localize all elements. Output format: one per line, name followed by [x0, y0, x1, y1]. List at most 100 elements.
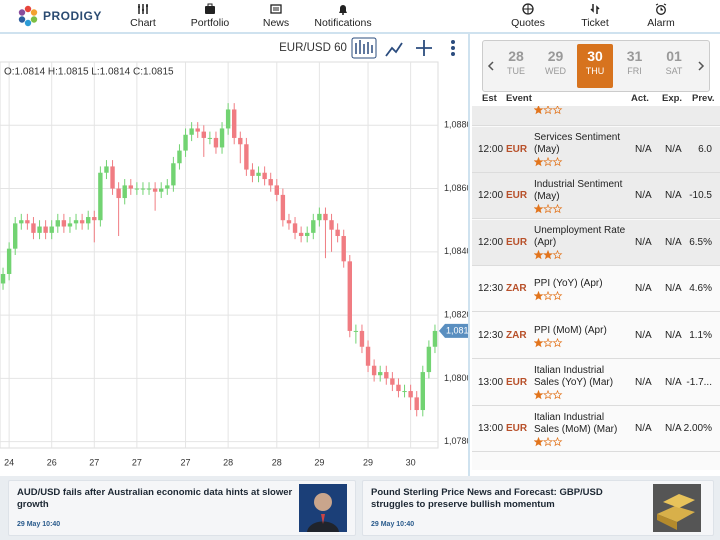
candle-body	[122, 185, 127, 199]
star	[552, 250, 563, 260]
news-card[interactable]: AUD/USD fails after Australian economic …	[8, 480, 356, 536]
candle-body	[420, 372, 425, 411]
event-currency: EUR	[506, 190, 528, 202]
news-thumbnail	[653, 484, 701, 532]
event-expected: N/A	[665, 236, 682, 248]
event-expected: N/A	[665, 283, 682, 295]
candle-body	[311, 220, 316, 233]
event-previous: -1.7...	[686, 376, 712, 388]
star	[543, 250, 553, 260]
event-previous: 1.1%	[689, 330, 712, 341]
candle-body	[274, 185, 279, 195]
candle-body	[219, 128, 225, 148]
star	[534, 390, 544, 400]
price-tag-label: 1,0815	[446, 325, 468, 335]
nav-item[interactable]: Alarm	[621, 3, 701, 29]
candle-body	[390, 378, 395, 385]
column-header: Est	[482, 93, 497, 104]
candle-body	[177, 150, 182, 164]
candle-body	[365, 346, 371, 366]
x-tick-label: 24	[4, 457, 14, 467]
y-tick-label: 1,0800	[444, 373, 468, 383]
day-number: 31	[626, 48, 643, 64]
next-arrow[interactable]	[696, 60, 706, 72]
candle-body	[250, 169, 255, 176]
event-actual: N/A	[635, 236, 652, 248]
star	[543, 390, 553, 400]
candle-body	[286, 220, 292, 224]
day[interactable]: 29 WED	[538, 44, 574, 88]
day[interactable]: 30 THU	[577, 44, 613, 88]
nav-label: Notifications	[314, 17, 372, 29]
logo[interactable]: PRODIGY	[16, 4, 106, 28]
event-name: Industrial Sentiment (May)	[534, 178, 623, 202]
event-cell: PPI (MoM) (Apr)	[534, 313, 626, 359]
candle-body	[146, 188, 152, 190]
importance-stars	[534, 250, 563, 260]
nav-label: Portfolio	[190, 17, 230, 29]
x-tick-label: 27	[181, 457, 191, 467]
day-number: 30	[587, 48, 603, 64]
candle-body	[25, 220, 30, 224]
importance-stars	[534, 290, 563, 301]
prev-arrow[interactable]	[486, 60, 496, 72]
menu-icon[interactable]	[451, 40, 455, 56]
event-time: 12:00	[478, 236, 504, 248]
crosshair-icon[interactable]	[416, 40, 432, 56]
x-tick-label: 30	[406, 457, 416, 467]
candle-body	[432, 330, 438, 347]
day[interactable]: 28 TUE	[498, 44, 534, 88]
column-header: Prev.	[692, 93, 715, 104]
chart-type-icon[interactable]	[351, 37, 377, 59]
nav-label: Quotes	[511, 17, 545, 29]
candle-body	[19, 220, 24, 224]
importance-stars	[534, 390, 563, 400]
event-cell: Unemployment Rate (Apr)	[534, 220, 626, 266]
event-actual: N/A	[635, 376, 652, 388]
event-time: 13:00	[478, 376, 504, 388]
candle-body	[396, 384, 401, 392]
grid	[0, 62, 438, 448]
x-tick-label: 28	[223, 457, 233, 467]
candle-body	[13, 223, 18, 249]
star	[543, 157, 553, 167]
symbol[interactable]: EUR/USD 60	[279, 42, 347, 54]
candle-body	[37, 226, 42, 233]
nav-item[interactable]: Quotes	[488, 3, 568, 29]
candle-body	[378, 372, 383, 376]
candle-body	[79, 220, 85, 224]
candle-body	[195, 128, 200, 132]
candle-body	[268, 179, 273, 186]
star	[543, 337, 553, 347]
candle-body	[323, 213, 328, 221]
day-number: 28	[508, 48, 524, 64]
event-actual: N/A	[635, 283, 652, 295]
day[interactable]: 31 FRI	[617, 44, 653, 88]
event-name: Unemployment Rate (Apr)	[534, 225, 626, 249]
star	[552, 157, 563, 167]
candle-body	[207, 137, 213, 139]
candle-body	[6, 248, 12, 274]
news-thumbnail	[299, 484, 347, 532]
event-cell: Services Sentiment (May)	[534, 127, 626, 173]
event-name: Services Sentiment (May)	[534, 132, 621, 156]
star	[534, 203, 544, 213]
day[interactable]: 01 SAT	[656, 44, 692, 88]
candle-body	[341, 236, 346, 262]
event-previous: -10.5	[689, 190, 712, 202]
candle-body	[183, 134, 188, 151]
calendar-header: Est Event Act. Exp. Prev.	[472, 92, 720, 106]
nav-label: Ticket	[581, 17, 609, 29]
news-card[interactable]: Pound Sterling Price News and Forecast: …	[362, 480, 714, 536]
candle-body	[280, 194, 286, 221]
nav-item[interactable]: Portfolio	[170, 3, 250, 29]
candle-body	[414, 397, 419, 411]
nav-item[interactable]: Notifications	[303, 3, 383, 29]
candle-body	[305, 232, 310, 237]
star	[552, 436, 563, 446]
draw-icon[interactable]	[385, 42, 403, 57]
nav-item[interactable]: Ticket	[555, 3, 635, 29]
nav-item[interactable]: Chart	[103, 3, 183, 29]
event-time: 12:30	[478, 283, 504, 295]
nav-item[interactable]: News	[236, 3, 316, 29]
